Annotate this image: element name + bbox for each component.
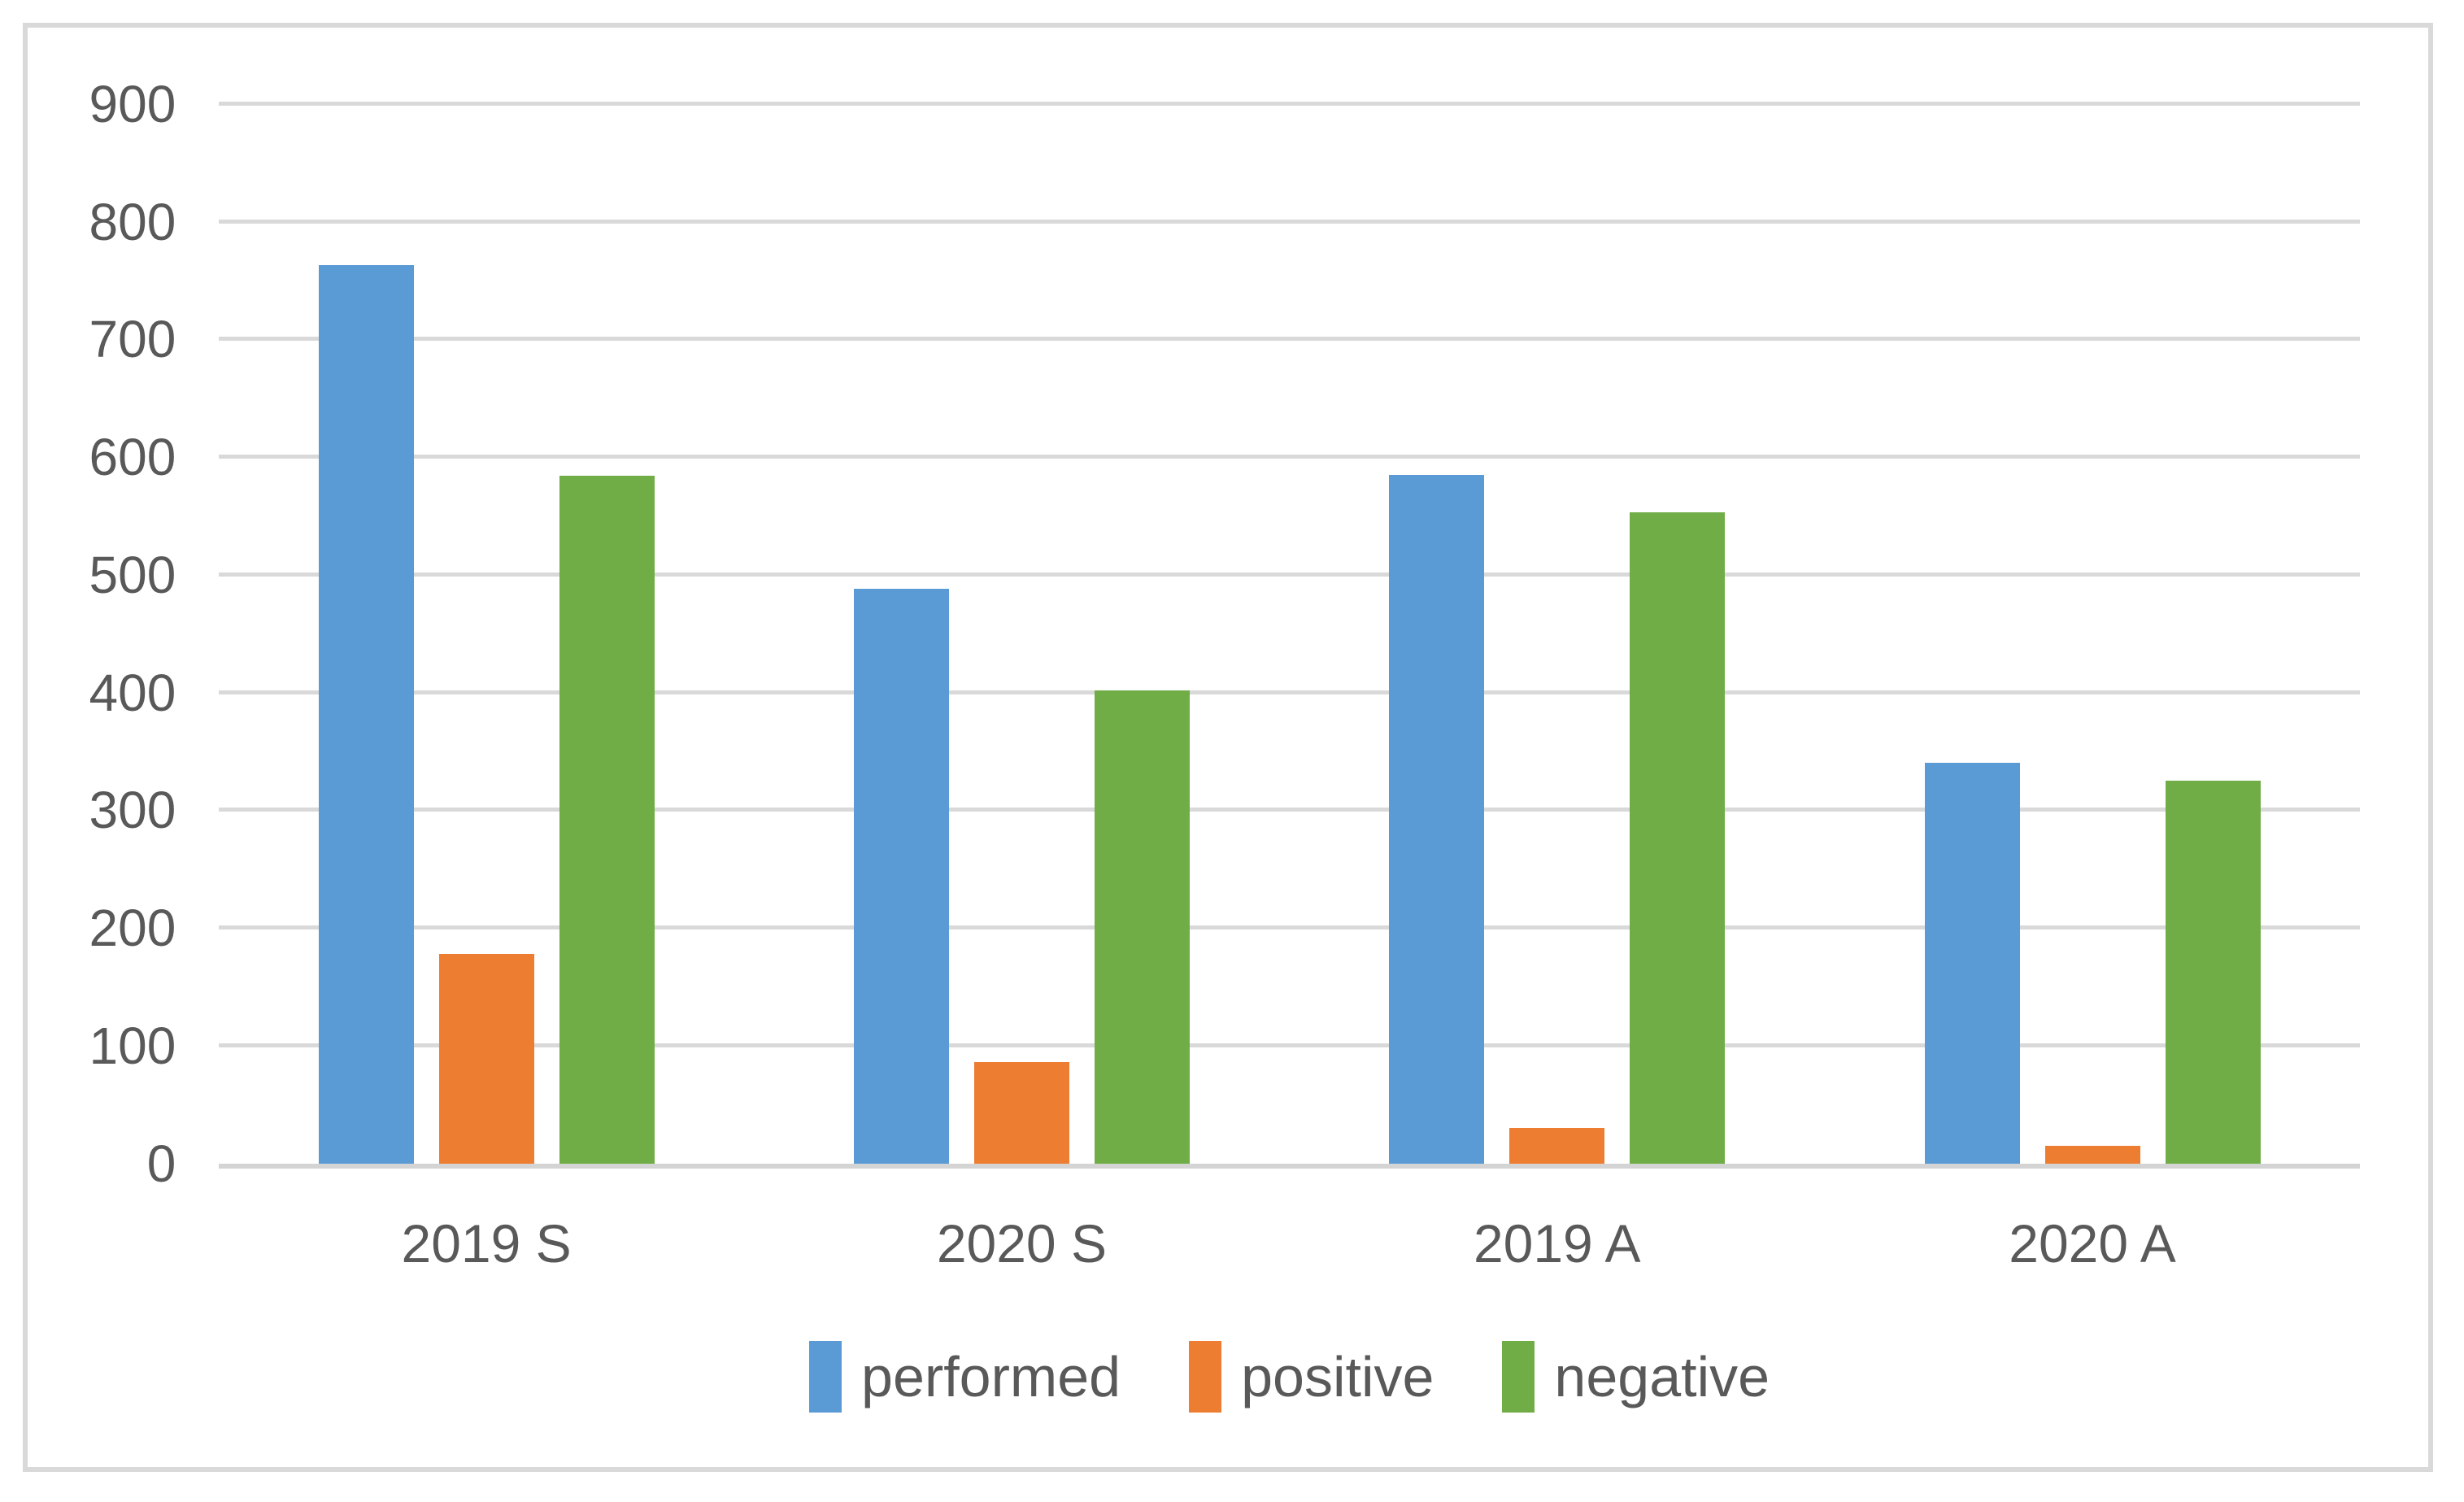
- legend-swatch-negative: [1502, 1340, 1535, 1413]
- bar-negative-2019-a: [1630, 512, 1726, 1164]
- y-tick-label-500: 500: [89, 545, 176, 604]
- legend-label-performed: performed: [861, 1344, 1121, 1408]
- bar-negative-2020-s: [1094, 690, 1190, 1164]
- bar-negative-2019-s: [559, 476, 655, 1164]
- legend-swatch-performed: [809, 1340, 842, 1413]
- bar-performed-2019-a: [1389, 474, 1485, 1164]
- bar-group-2019-s: [219, 104, 754, 1164]
- legend-label-positive: positive: [1241, 1344, 1434, 1408]
- bar-negative-2020-a: [2165, 781, 2261, 1164]
- gridline-800: [218, 219, 2361, 224]
- gridline-900: [218, 101, 2361, 106]
- bar-positive-2020-a: [2044, 1145, 2140, 1164]
- x-category-label-2019-a: 2019 A: [1473, 1212, 1641, 1273]
- bars-layer: [219, 104, 2360, 1164]
- x-category-label-2019-s: 2019 S: [401, 1212, 572, 1273]
- gridline-400: [218, 690, 2361, 694]
- legend-item-performed: performed: [809, 1340, 1121, 1413]
- legend-label-negative: negative: [1554, 1344, 1770, 1408]
- y-tick-label-400: 400: [89, 663, 176, 722]
- gridline-200: [218, 925, 2361, 930]
- gridline-700: [218, 337, 2361, 342]
- bar-group-2020-s: [754, 104, 1289, 1164]
- x-category-label-2020-a: 2020 A: [2009, 1212, 2176, 1273]
- bar-group-2019-a: [1290, 104, 1825, 1164]
- y-tick-label-0: 0: [146, 1134, 176, 1193]
- y-tick-label-200: 200: [89, 899, 176, 958]
- y-tick-label-300: 300: [89, 781, 176, 840]
- bar-positive-2019-s: [438, 953, 534, 1164]
- bar-performed-2020-s: [853, 589, 949, 1164]
- bar-performed-2020-a: [1924, 763, 2020, 1164]
- y-tick-label-600: 600: [89, 428, 176, 487]
- gridlines-layer: [218, 101, 2361, 1164]
- legend: performed positive negative: [219, 1332, 2360, 1421]
- y-tick-label-900: 900: [89, 74, 176, 133]
- legend-swatch-positive: [1189, 1340, 1222, 1413]
- legend-item-negative: negative: [1502, 1340, 1770, 1413]
- y-tick-label-700: 700: [89, 310, 176, 369]
- bar-group-2020-a: [1825, 104, 2360, 1164]
- x-axis-labels: 2019 S 2020 S 2019 A 2020 A: [219, 1212, 2360, 1274]
- bar-performed-2019-s: [318, 265, 414, 1164]
- x-category-label-2020-s: 2020 S: [936, 1212, 1107, 1273]
- legend-item-positive: positive: [1189, 1340, 1434, 1413]
- gridline-300: [218, 808, 2361, 812]
- y-tick-label-800: 800: [89, 192, 176, 251]
- bar-positive-2020-s: [973, 1062, 1069, 1164]
- y-axis-tick-labels: 0 100 200 300 400 500 600 700 800 900: [89, 78, 2360, 1190]
- y-tick-label-100: 100: [89, 1016, 176, 1075]
- bar-positive-2019-a: [1509, 1128, 1605, 1164]
- gridline-500: [218, 572, 2361, 577]
- gridline-100: [218, 1043, 2361, 1047]
- gridline-600: [218, 455, 2361, 459]
- chart-frame: 0 100 200 300 400 500 600 700 800 900 2019 S 2020 …: [23, 23, 2433, 1472]
- plot-area: 0 100 200 300 400 500 600 700 800 900: [89, 78, 2361, 1190]
